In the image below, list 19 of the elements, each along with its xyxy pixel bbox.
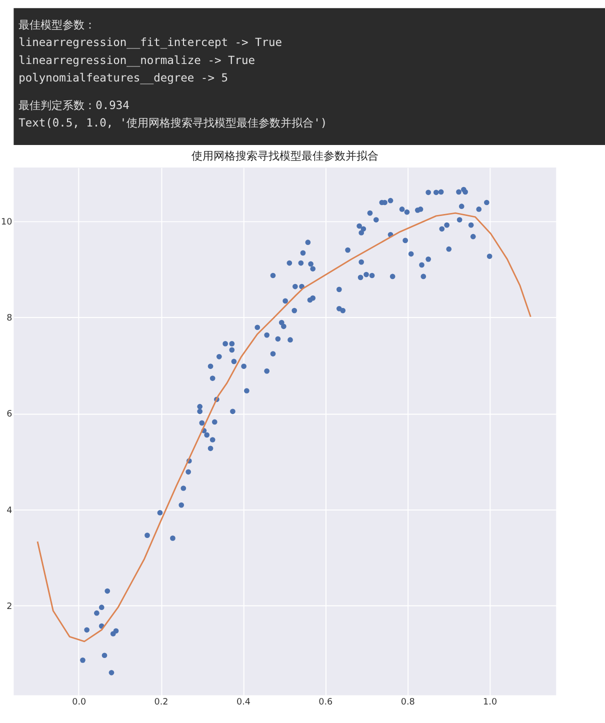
text: 最佳模型参数：	[18, 18, 96, 32]
text: 最佳判定系数：0.934	[18, 98, 130, 112]
y-tick-label: 8	[6, 314, 12, 324]
x-tick-label: 0.2	[154, 698, 168, 708]
x-tick-label: 0.0	[72, 698, 86, 708]
x-tick-label: 0.6	[318, 698, 334, 708]
line-series	[36, 212, 532, 642]
text: linearregression__fit_intercept -> True	[18, 36, 282, 50]
text: linearregression__normalize -> True	[18, 54, 256, 67]
chart-title: 使用网格搜索寻找模型最佳参数并拟合	[191, 150, 378, 163]
y-tick-label: 4	[6, 506, 13, 516]
y-tick-label: 10	[1, 218, 12, 228]
x-tick-label: 0.8	[400, 698, 415, 708]
x-tick-label: 1.0	[483, 698, 498, 708]
text: Text(0.5, 1.0, '使用网格搜索寻找模型最佳参数并拟合')	[18, 116, 328, 130]
y-tick-label: 2	[6, 602, 12, 612]
x-tick-label: 0.4	[236, 698, 251, 708]
text: polynomialfeatures__degree -> 5	[18, 71, 228, 84]
y-tick-label: 6	[6, 410, 13, 420]
